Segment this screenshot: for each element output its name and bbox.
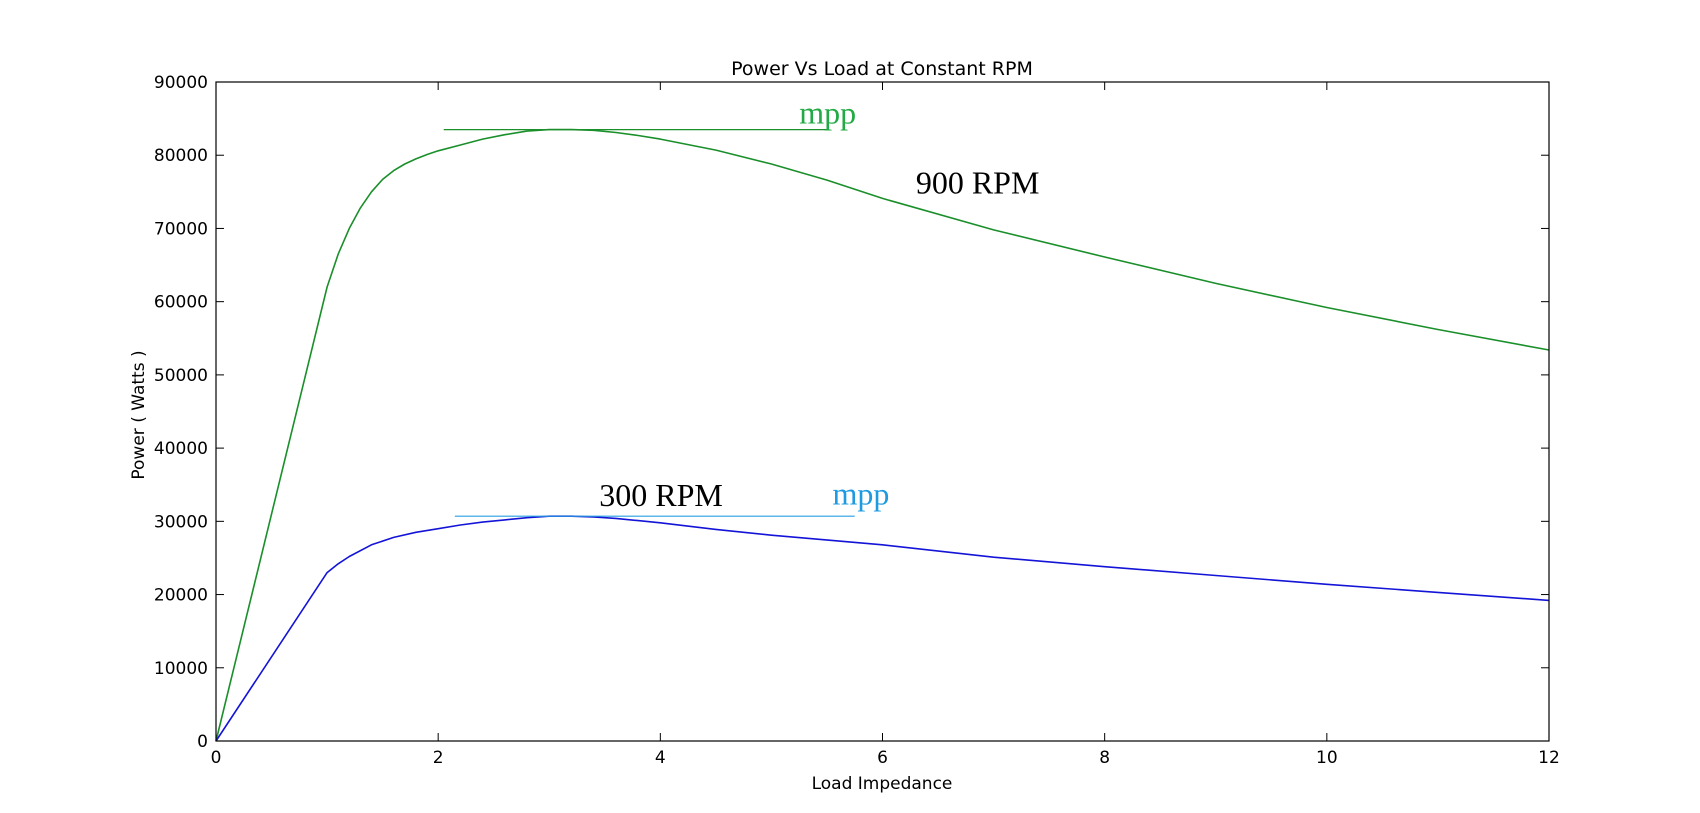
plot-area [215,128,1550,742]
y-tick-label-4: 40000 [154,439,208,459]
x-axis-label: Load Impedance [812,774,953,794]
series-line-1 [215,515,1550,742]
chart-title: Power Vs Load at Constant RPM [731,58,1033,80]
x-tick-label-4: 8 [1099,748,1110,768]
x-tick-label-5: 10 [1316,748,1338,768]
y-tick-label-8: 80000 [154,146,208,166]
y-tick-label-1: 10000 [154,659,208,679]
y-axis-label: Power ( Watts ) [129,350,149,479]
y-tick-label-7: 70000 [154,219,208,239]
series-line-0 [215,128,1550,742]
x-tick-label-0: 0 [211,748,222,768]
y-tick-label-6: 60000 [154,293,208,313]
plot-frame [215,81,1550,742]
x-tick-label-3: 6 [877,748,888,768]
annotation-2: 300 RPM [599,477,723,513]
x-tick-label-2: 4 [655,748,666,768]
x-tick-label-6: 12 [1538,748,1560,768]
annotation-1: 900 RPM [916,164,1040,200]
annotation-3: mpp [833,475,890,511]
y-tick-label-5: 50000 [154,366,208,386]
y-tick-label-0: 0 [197,732,208,752]
y-tick-label-9: 90000 [154,73,208,93]
annotation-0: mpp [799,95,856,131]
x-tick-label-1: 2 [433,748,444,768]
y-tick-label-3: 30000 [154,512,208,532]
annotations: mpp 900 RPM 300 RPM mpp [599,95,1039,513]
y-tick-label-2: 20000 [154,586,208,606]
axes: 0 2 4 6 8 10 12 0 10000 20000 30000 40000 50000 60000… [154,73,1560,768]
